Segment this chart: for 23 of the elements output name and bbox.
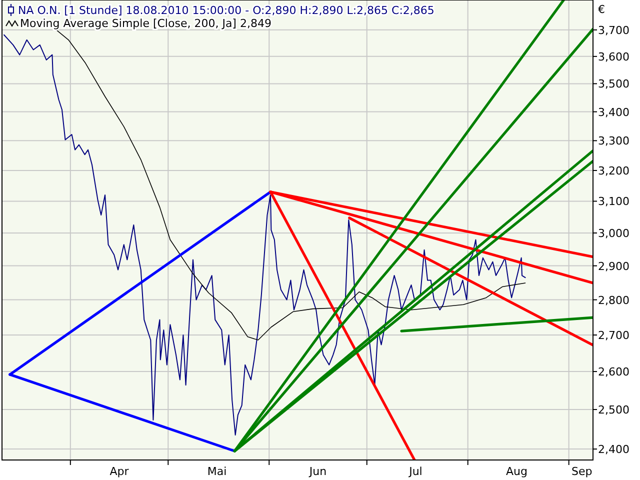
y-tick-label: 2,900 <box>598 260 630 273</box>
y-tick-label: 3,300 <box>598 134 630 148</box>
y-tick-label: 2,600 <box>598 366 630 379</box>
x-tick-label: Jun <box>308 465 327 478</box>
x-tick-label: Sep <box>572 465 592 478</box>
y-tick-label: 2,800 <box>598 294 630 307</box>
y-tick-label: 3,400 <box>598 106 630 119</box>
x-tick-label: Apr <box>110 465 130 478</box>
y-tick-label: 3,200 <box>598 164 630 178</box>
y-tick-label: 2,700 <box>598 328 630 342</box>
y-tick-label: 2,400 <box>598 443 630 456</box>
y-tick-label: 3,700 <box>598 24 630 37</box>
legend-label: Moving Average Simple [Close, 200, Ja] 2,849 <box>20 17 272 30</box>
x-tick-label: Jul <box>408 465 422 478</box>
y-axis-title: € <box>598 3 605 16</box>
y-tick-label: 3,600 <box>598 50 630 64</box>
x-tick-label: Mai <box>207 465 227 478</box>
y-tick-label: 3,100 <box>598 195 630 208</box>
chart-title: NA O.N. [1 Stunde] 18.08.2010 15:00:00 - O:2,890 H:2,890 L:2,865 C:2,865 <box>18 4 434 17</box>
x-tick-label: Aug <box>506 465 528 478</box>
y-tick-label: 3,500 <box>598 78 630 91</box>
y-tick-label: 3,000 <box>598 226 630 240</box>
y-tick-label: 2,500 <box>598 404 630 417</box>
